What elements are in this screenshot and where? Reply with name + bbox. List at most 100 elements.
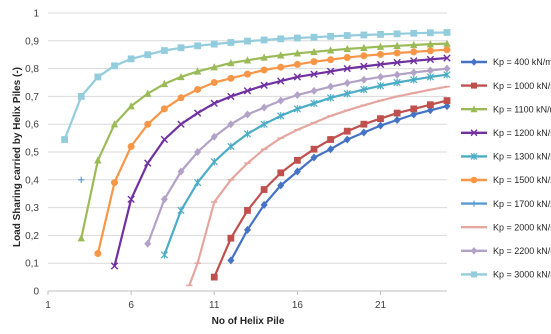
data-point: [377, 115, 384, 123]
data-point: [343, 79, 351, 88]
data-point: [277, 63, 285, 71]
data-point: [443, 97, 451, 104]
data-point: [193, 67, 202, 75]
series-7: [78, 176, 85, 183]
data-point: [343, 127, 351, 135]
y-tick-label: 0,1: [25, 259, 39, 270]
data-point: [260, 120, 268, 128]
series-5: [160, 71, 451, 259]
data-point: [293, 105, 301, 113]
y-tick-label: 0,9: [25, 36, 39, 47]
data-point: [244, 37, 251, 45]
y-tick-label: 1: [33, 9, 39, 20]
data-point: [260, 103, 268, 112]
data-point: [426, 106, 434, 115]
y-tick-label: 0,6: [25, 120, 39, 131]
data-point: [127, 55, 135, 63]
legend-label: Kp = 1100 kN/m: [493, 104, 551, 114]
data-point: [144, 51, 152, 59]
data-point: [343, 89, 351, 98]
data-point: [193, 109, 202, 117]
data-point: [310, 70, 318, 78]
data-point: [343, 44, 351, 53]
data-point: [293, 49, 302, 57]
data-point: [410, 76, 418, 84]
series-line: [229, 105, 448, 261]
x-tick-label: 1: [45, 300, 51, 311]
data-point: [110, 120, 119, 128]
data-point: [210, 99, 218, 108]
data-point: [243, 56, 252, 64]
data-point: [393, 58, 401, 67]
data-point: [377, 121, 384, 130]
data-point: [393, 78, 401, 87]
data-point: [77, 234, 85, 242]
data-point: [360, 52, 368, 60]
data-point: [377, 50, 384, 58]
data-point: [377, 72, 384, 81]
data-point: [160, 105, 168, 113]
data-point: [227, 39, 235, 46]
data-point: [293, 60, 301, 68]
data-point: [426, 40, 435, 48]
legend-label: Kp = 1300 kN/m: [493, 152, 551, 162]
data-point: [177, 72, 185, 81]
data-point: [127, 195, 135, 203]
data-point: [326, 67, 335, 76]
data-point: [260, 186, 268, 193]
legend-entry: Kp = 2200 kN/m: [461, 246, 551, 256]
series-6: [94, 46, 451, 257]
data-point: [470, 129, 478, 137]
data-point: [471, 82, 477, 89]
legend-entry: Kp = 1700 kN/m: [461, 199, 551, 209]
data-point: [426, 47, 434, 55]
data-point: [244, 110, 251, 119]
series-2: [210, 97, 451, 281]
data-point: [227, 256, 235, 265]
legend-entry: Kp = 1300 kN/m: [461, 152, 551, 162]
data-point: [470, 176, 478, 184]
data-point: [293, 34, 301, 42]
legend-entry: Kp = 1500 kN/m: [461, 175, 551, 185]
data-point: [470, 247, 478, 255]
data-point: [393, 41, 401, 50]
data-point: [360, 85, 368, 94]
data-point: [293, 73, 302, 81]
data-point: [327, 56, 335, 64]
data-point: [244, 225, 251, 234]
data-point: [210, 273, 218, 281]
data-point: [471, 200, 477, 207]
x-tick-label: 21: [375, 300, 387, 311]
data-point: [360, 31, 368, 39]
data-point: [260, 53, 268, 61]
data-point: [376, 42, 385, 50]
data-point: [94, 73, 102, 81]
data-point: [277, 181, 285, 190]
data-point: [77, 93, 85, 100]
data-point: [243, 87, 252, 95]
data-point: [227, 59, 235, 67]
data-point: [360, 75, 368, 84]
data-point: [227, 142, 235, 151]
data-point: [144, 89, 152, 97]
legend-label: Kp = 2000 kN/m: [493, 222, 551, 232]
data-point: [160, 135, 169, 144]
data-point: [443, 46, 451, 54]
data-point: [210, 158, 218, 166]
data-point: [310, 86, 318, 95]
data-point: [210, 63, 218, 71]
legend-label: Kp = 1700 kN/m: [493, 199, 551, 209]
data-point: [194, 148, 202, 156]
data-point: [127, 102, 135, 110]
data-point: [110, 262, 119, 270]
legend-entry: Kp = 1200 kN/m: [461, 128, 551, 138]
data-point: [293, 167, 301, 176]
y-axis-title: Load Sharing carried by Helix Piles (-): [12, 67, 23, 247]
data-point: [310, 58, 318, 66]
x-tick-label: 11: [209, 300, 220, 311]
data-point: [426, 29, 434, 37]
data-point: [94, 249, 102, 257]
data-point: [277, 112, 285, 120]
data-point: [393, 116, 401, 125]
